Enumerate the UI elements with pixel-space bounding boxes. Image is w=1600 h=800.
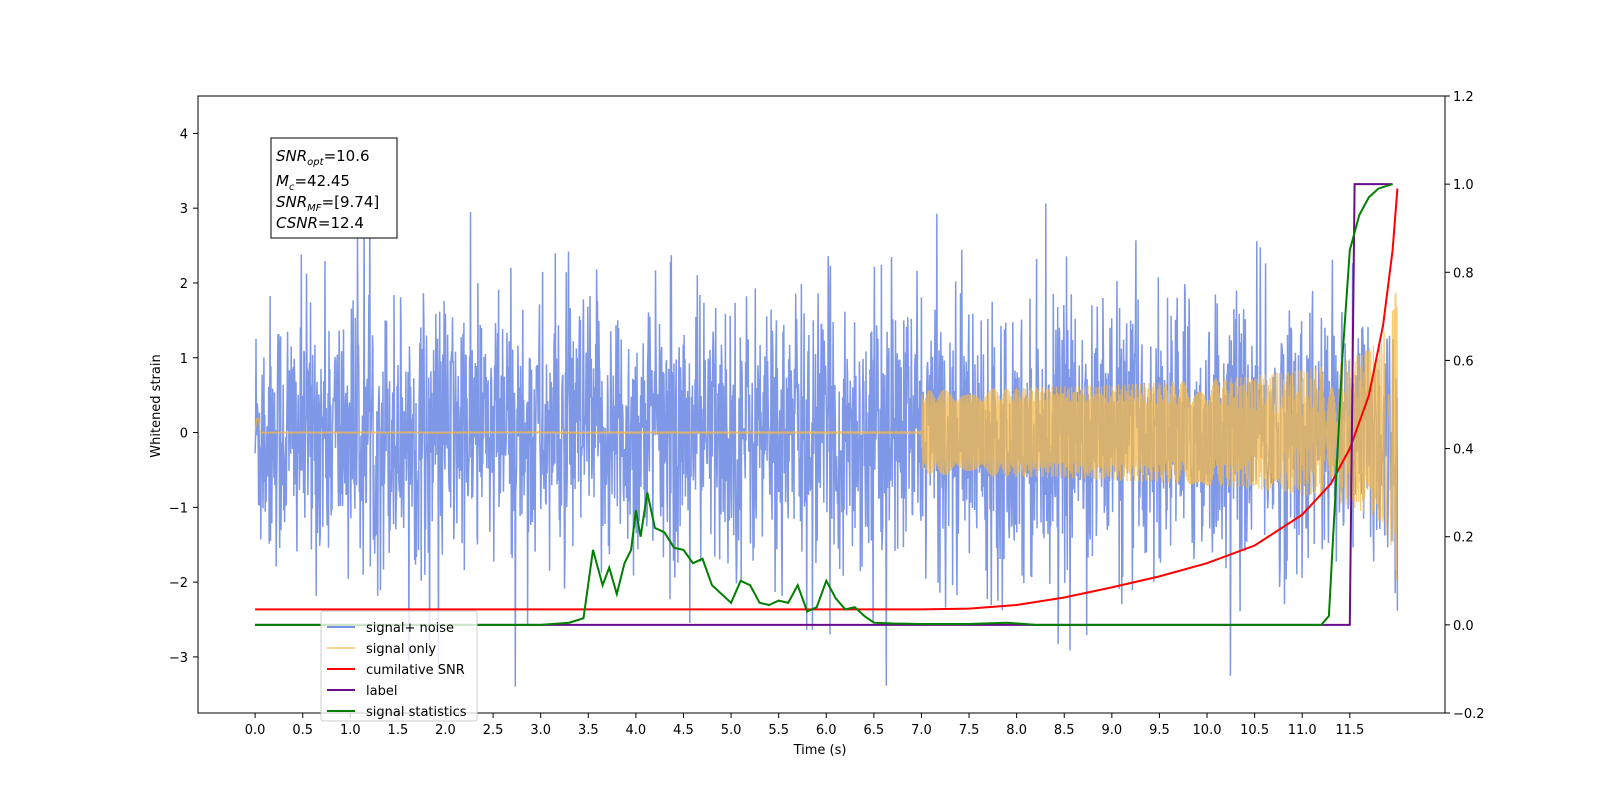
- x-tick-label: 9.5: [1149, 723, 1170, 738]
- y-tick-label: 4: [180, 127, 188, 142]
- y2-tick-label: 0.0: [1453, 619, 1474, 634]
- y2-axis-ticks: −0.2 0.0 0.2 0.4 0.6 0.8 1.0 1.2: [1445, 90, 1485, 722]
- x-tick-label: 1.0: [340, 723, 361, 738]
- plot-area: [254, 176, 1399, 687]
- legend-label: label: [366, 684, 397, 699]
- y-tick-label: 3: [180, 202, 188, 217]
- annotation-mc: Mc=42.45: [276, 172, 350, 193]
- legend-label: cumilative SNR: [366, 663, 465, 678]
- y2-tick-label: 0.4: [1453, 443, 1474, 458]
- x-tick-label: 0.0: [245, 723, 266, 738]
- x-tick-label: 10.0: [1193, 723, 1222, 738]
- legend-label: signal statistics: [366, 705, 467, 720]
- legend: signal+ noise signal only cumilative SNR la…: [320, 610, 478, 722]
- annotation-snr-opt: SNRopt=10.6: [276, 147, 370, 168]
- y-tick-label: 2: [180, 277, 188, 292]
- x-tick-label: 9.0: [1101, 723, 1122, 738]
- x-tick-label: 6.0: [816, 723, 837, 738]
- x-tick-label: 6.5: [864, 723, 885, 738]
- x-tick-label: 10.5: [1240, 723, 1269, 738]
- series-line-signal-statistics: [255, 183, 1393, 626]
- x-axis-label: Time (s): [793, 743, 847, 758]
- x-tick-label: 2.5: [483, 723, 504, 738]
- x-tick-label: 5.0: [721, 723, 742, 738]
- legend-box: [320, 610, 478, 722]
- y-tick-label: −1: [169, 501, 188, 516]
- x-tick-label: 11.5: [1335, 723, 1364, 738]
- y2-tick-label: 1.0: [1453, 178, 1474, 193]
- y-tick-label: −2: [169, 576, 188, 591]
- y-axis-ticks: −3 −2 −1 0 1 2 3 4: [169, 127, 198, 666]
- x-tick-label: 3.0: [530, 723, 551, 738]
- x-tick-label: 11.0: [1288, 723, 1317, 738]
- y2-tick-label: 0.8: [1453, 266, 1474, 281]
- series-line-signal-only: [254, 292, 1399, 581]
- y2-tick-label: 1.2: [1453, 90, 1474, 105]
- y2-tick-label: 0.2: [1453, 531, 1474, 546]
- y2-tick-label: 0.6: [1453, 354, 1474, 369]
- series-line-cumilative-snr: [255, 188, 1399, 611]
- y-tick-label: −3: [169, 651, 188, 666]
- annotation-csnr: CSNR=12.4: [276, 214, 364, 232]
- y-tick-label: 0: [180, 427, 188, 442]
- x-tick-label: 4.5: [673, 723, 694, 738]
- x-tick-label: 8.0: [1006, 723, 1027, 738]
- x-tick-label: 5.5: [768, 723, 789, 738]
- y-axis-label: Whitened strain: [149, 354, 164, 457]
- x-tick-label: 0.5: [292, 723, 313, 738]
- annotation-box: SNRopt=10.6 Mc=42.45 SNRMF=[9.74] CSNR=1…: [270, 137, 398, 239]
- x-tick-label: 1.5: [388, 723, 409, 738]
- x-tick-label: 7.5: [959, 723, 980, 738]
- x-tick-label: 2.0: [435, 723, 456, 738]
- y-tick-label: 1: [180, 352, 188, 367]
- x-tick-label: 4.0: [626, 723, 647, 738]
- legend-label: signal+ noise: [366, 621, 454, 636]
- annotation-snr-mf: SNRMF=[9.74]: [276, 193, 379, 214]
- axes-frame: [197, 95, 1446, 714]
- x-tick-label: 7.0: [911, 723, 932, 738]
- series-line-label: [255, 183, 1393, 626]
- legend-label: signal only: [366, 642, 436, 657]
- y2-tick-label: −0.2: [1453, 707, 1485, 722]
- x-axis-ticks: 0.0 0.5 1.0 1.5 2.0 2.5 3.0 3.5 4.0 4.5 5.0 5.5 6.0 6…: [245, 713, 1364, 738]
- x-tick-label: 3.5: [578, 723, 599, 738]
- x-tick-label: 8.5: [1054, 723, 1075, 738]
